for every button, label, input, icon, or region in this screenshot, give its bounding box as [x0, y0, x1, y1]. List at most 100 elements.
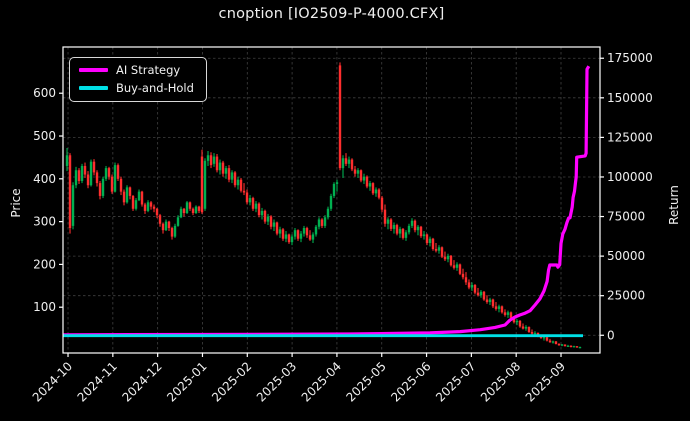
candle-body: [575, 346, 579, 348]
candle-body: [377, 189, 381, 198]
candle-body: [506, 312, 510, 315]
candle-body: [560, 344, 564, 346]
candle-body: [362, 176, 366, 181]
candle-body: [389, 219, 393, 229]
axis-tick-labels: 100 200 300 400 500 600 0 25000 50000 75000 100000…: [30, 51, 653, 404]
candle-body: [233, 172, 237, 186]
candle-body: [317, 219, 321, 227]
price-tick-label: 100: [33, 300, 56, 314]
candle-body: [329, 195, 333, 209]
candle-body: [173, 225, 177, 237]
candle-body: [203, 160, 207, 209]
candle-body: [245, 192, 249, 203]
candle-body: [65, 155, 69, 166]
candle-body: [116, 165, 120, 179]
candle-body: [461, 273, 465, 278]
candle-body: [149, 202, 153, 207]
candle-body: [125, 187, 129, 203]
candle-body: [275, 222, 279, 234]
buy-and-hold-line-swatch: [79, 86, 108, 90]
date-tick-label: 2025-02: [209, 359, 254, 404]
candle-body: [569, 345, 573, 348]
candle-body: [230, 172, 234, 180]
candle-body: [161, 223, 165, 231]
candle-body: [191, 208, 195, 214]
candle-body: [251, 198, 255, 209]
candle-body: [563, 344, 567, 347]
date-tick-label: 2025-03: [254, 359, 299, 404]
candle-body: [302, 228, 306, 234]
candle-body: [86, 174, 90, 186]
candle-body: [308, 235, 312, 240]
candle-body: [470, 284, 474, 288]
candle-body: [200, 156, 204, 213]
candle-body: [386, 219, 390, 224]
candle-body: [410, 220, 414, 226]
candle-body: [554, 341, 558, 345]
candle-body: [299, 233, 303, 239]
candle-body: [545, 337, 549, 341]
candle-body: [260, 210, 264, 216]
candle-body: [89, 161, 93, 186]
candle-body: [287, 234, 291, 243]
candle-body: [155, 208, 159, 216]
candle-body: [398, 228, 402, 234]
candle-body: [419, 226, 423, 237]
candle-body: [503, 312, 507, 315]
candle-body: [71, 185, 75, 226]
candle-body: [131, 195, 135, 209]
candle-body: [269, 216, 273, 227]
candle-body: [92, 161, 96, 173]
price-tick-label: 600: [33, 86, 56, 100]
candle-body: [305, 228, 309, 236]
candle-body: [383, 209, 387, 224]
candle-body: [539, 336, 543, 339]
candle-body: [206, 155, 210, 161]
candle-body: [572, 346, 576, 348]
price-tick-label: 300: [33, 215, 56, 229]
axis-ticks: [59, 57, 604, 357]
date-tick-label: 2024-12: [119, 359, 164, 404]
return-tick-label: 25000: [607, 289, 645, 303]
candle-body: [248, 198, 252, 203]
chart-title: cnoption [IO2509-P-4000.CFX]: [218, 6, 445, 22]
candle-body: [128, 187, 132, 196]
candle-body: [221, 162, 225, 174]
candle-body: [428, 238, 432, 244]
candle-body: [98, 183, 102, 196]
candle-body: [476, 292, 480, 296]
candle-body: [272, 222, 276, 227]
return-tick-label: 100000: [607, 170, 653, 184]
candle-body: [326, 208, 330, 218]
candle-body: [176, 217, 180, 226]
candle-body: [257, 203, 261, 216]
candle-body: [314, 226, 318, 235]
candle-body: [80, 165, 84, 181]
candle-body: [515, 320, 519, 323]
candle-body: [95, 172, 99, 184]
candle-body: [479, 291, 483, 296]
candle-body: [143, 204, 147, 211]
candle-body: [107, 168, 111, 177]
plot-border: [62, 46, 601, 354]
candle-body: [242, 190, 246, 193]
candle-body: [437, 247, 441, 251]
candle-body: [311, 234, 315, 240]
candle-body: [449, 255, 453, 266]
date-tick-label: 2024-11: [75, 359, 120, 404]
candle-body: [293, 230, 297, 237]
candle-body: [416, 226, 420, 231]
candle-body: [557, 344, 561, 346]
candle-body: [152, 206, 156, 209]
candle-body: [296, 230, 300, 239]
candle-body: [119, 178, 123, 192]
legend-item-ai-strategy: AI Strategy: [79, 63, 194, 77]
candle-body: [518, 320, 522, 327]
candle-body: [521, 326, 525, 329]
candle-body: [491, 299, 495, 307]
candle-body: [137, 191, 141, 201]
candle-body: [83, 165, 87, 175]
candle-body: [140, 191, 144, 205]
